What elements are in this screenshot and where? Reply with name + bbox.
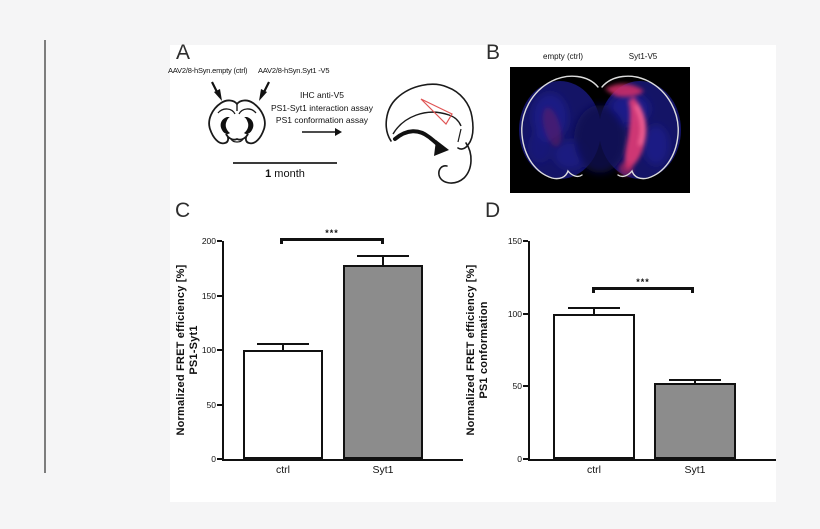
y-tick-label: 200	[201, 236, 216, 246]
assay-step-2: PS1-Syt1 interaction assay	[270, 102, 374, 113]
y-tick-mark	[217, 294, 222, 297]
panel-b-col-empty: empty (ctrl)	[543, 52, 583, 61]
assay-steps: IHC anti-V5 PS1-Syt1 interaction assay P…	[263, 89, 381, 127]
assay-step-1: IHC anti-V5	[300, 90, 344, 100]
timeline-bar	[233, 162, 337, 164]
chart-d-x-label-ctrl: ctrl	[587, 464, 601, 476]
chart-c-significance-bracket: ***	[280, 228, 384, 244]
panel-c-label: C	[175, 199, 191, 222]
y-tick-mark	[523, 240, 528, 242]
y-tick-label: 100	[507, 308, 522, 319]
y-tick-mark	[523, 458, 528, 460]
cortex-lines	[217, 108, 257, 115]
chart-d-significance-stars: ***	[636, 277, 650, 287]
chart-c-error-ctrl-cap	[257, 342, 309, 345]
chart-d-error-syt1-cap	[668, 378, 722, 381]
fret-chart-ps1-conformation: *** ctrl Syt1 0 50 100 150	[508, 236, 776, 476]
y-tick-label: 0	[211, 454, 216, 464]
panel-b-col-syt1: Syt1-V5	[628, 52, 658, 61]
y-tick-label: 150	[507, 236, 522, 246]
injection-label-left: AAV2/8-hSyn.empty (ctrl)	[168, 66, 248, 75]
chart-c-bar-ctrl-rect	[243, 350, 323, 459]
chart-d-significance-bracket: ***	[592, 277, 694, 293]
v5-signal-stain	[542, 83, 647, 176]
panel-d-label: D	[485, 199, 501, 222]
injection-arrow-right-icon	[259, 81, 270, 101]
assay-step-3: PS1 conformation assay	[275, 115, 369, 125]
sagittal-outline-hook	[438, 142, 472, 184]
injection-label-right: AAV2/8-hSyn.Syt1 -V5	[258, 66, 330, 75]
brain-outline	[521, 75, 679, 180]
chart-c-error-syt1	[382, 257, 384, 265]
chart-d-bar-syt1-rect	[654, 383, 736, 459]
timeline-value: 1	[265, 168, 272, 180]
chart-d-y-axis-line1: Normalized FRET efficiency [%]	[465, 264, 477, 436]
chart-d-x-label-syt1: Syt1	[684, 464, 706, 476]
panel-b-label: B	[486, 41, 501, 64]
panel-a-label: A	[176, 41, 191, 64]
chart-d-y-axis-line2: PS1 conformation	[478, 301, 490, 399]
chart-d-error-syt1	[694, 380, 696, 384]
y-tick-mark	[523, 312, 528, 315]
y-tick-mark	[217, 403, 222, 406]
y-tick-mark	[217, 458, 222, 460]
fret-chart-ps1-syt1: *** ctrl Syt1 0 50 100 150 200	[202, 228, 463, 476]
hippocampus-left-mark	[220, 117, 230, 134]
chart-c-error-syt1-cap	[357, 255, 409, 258]
timeline-unit: month	[271, 168, 305, 180]
ventral-line	[230, 138, 244, 143]
y-tick-label: 50	[512, 381, 522, 392]
chart-c-significance-stars: ***	[325, 228, 339, 238]
y-tick-mark	[217, 240, 222, 242]
chart-c-bar-syt1-rect	[343, 264, 423, 459]
coronal-outline	[208, 99, 266, 145]
y-tick-label: 0	[517, 454, 522, 464]
y-tick-mark	[217, 349, 222, 351]
chart-d-error-ctrl-cap	[567, 307, 621, 310]
page-margin-line	[44, 40, 46, 473]
chart-c-x-label-ctrl: ctrl	[276, 464, 290, 476]
hippocampus-arrowhead	[434, 140, 449, 156]
sagittal-brain-drawing	[385, 83, 474, 184]
cortex-boundary-line	[392, 111, 462, 135]
coronal-brain-drawing	[208, 99, 266, 145]
target-region-outline	[420, 98, 453, 125]
hippocampus-right-mark	[244, 117, 254, 134]
brain-ihc-image	[510, 67, 690, 193]
injection-arrow-left-icon	[211, 81, 222, 101]
workflow-arrow-icon	[302, 128, 342, 136]
chart-d-error-ctrl	[593, 309, 595, 314]
hippocampus-thick-arrow	[393, 129, 442, 149]
y-tick-label: 50	[206, 399, 216, 410]
chart-c-x-label-syt1: Syt1	[372, 464, 394, 476]
y-tick-label: 150	[201, 290, 216, 301]
chart-d-bar-ctrl-rect	[553, 313, 635, 459]
chart-d-y-axis-title: Normalized FRET efficiency [%] PS1 confo…	[465, 235, 491, 465]
hippocampus-edge-line	[457, 128, 462, 143]
timeline-label: 1 month	[233, 168, 337, 180]
chart-c-error-ctrl	[282, 344, 284, 350]
y-tick-label: 100	[201, 345, 216, 355]
y-tick-mark	[523, 385, 528, 388]
